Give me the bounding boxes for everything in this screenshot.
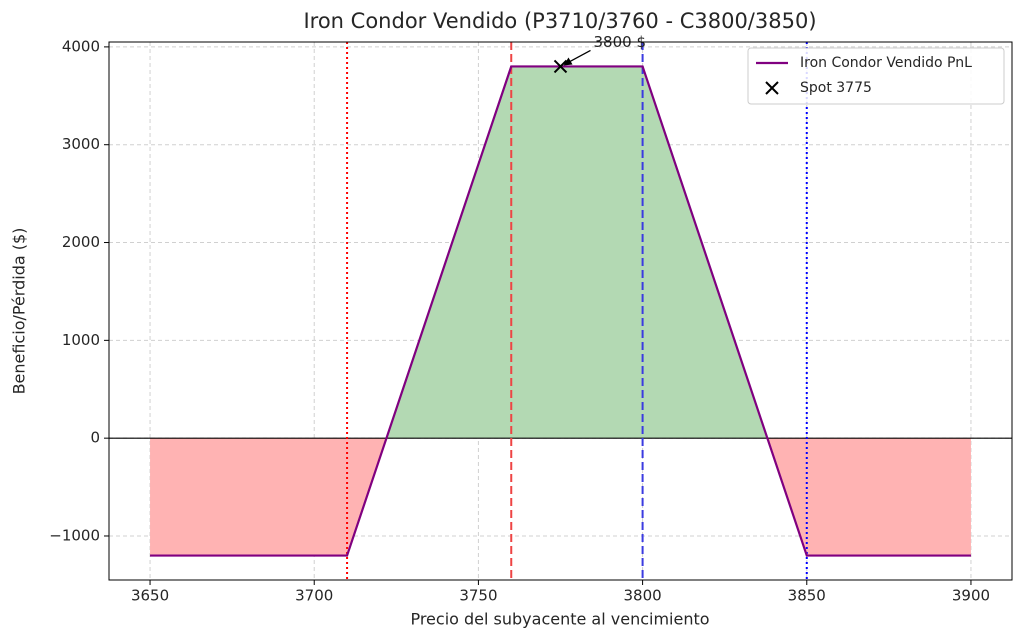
x-tick-label: 3900 bbox=[952, 587, 990, 605]
plot-frame bbox=[108, 41, 1013, 581]
annotation-arrowhead bbox=[563, 57, 573, 66]
pnl-line bbox=[150, 65, 971, 557]
legend-marker bbox=[765, 81, 779, 95]
y-tick-label: 3000 bbox=[62, 135, 100, 153]
x-tick-label: 3700 bbox=[295, 587, 333, 605]
y-tick-label: 0 bbox=[90, 429, 100, 447]
legend-box bbox=[747, 47, 1005, 105]
y-tick-label: −1000 bbox=[49, 526, 100, 544]
x-tick-label: 3800 bbox=[623, 587, 661, 605]
chart-title: Iron Condor Vendido (P3710/3760 - C3800/… bbox=[303, 9, 816, 33]
legend-label: Spot 3775 bbox=[800, 80, 872, 96]
y-axis-label: Beneficio/Pérdida ($) bbox=[10, 228, 29, 395]
profit-area bbox=[386, 66, 768, 439]
spot-marker bbox=[553, 59, 568, 74]
loss-area bbox=[150, 438, 971, 556]
x-tick-label: 3850 bbox=[788, 587, 826, 605]
y-tick-label: 4000 bbox=[62, 37, 100, 55]
legend-label: Iron Condor Vendido PnL bbox=[800, 55, 972, 71]
y-tick-label: 1000 bbox=[62, 331, 100, 349]
x-tick-label: 3750 bbox=[459, 587, 497, 605]
x-tick-label: 3650 bbox=[131, 587, 169, 605]
y-tick-label: 2000 bbox=[62, 233, 100, 251]
x-axis-label: Precio del subyacente al vencimiento bbox=[410, 610, 709, 629]
